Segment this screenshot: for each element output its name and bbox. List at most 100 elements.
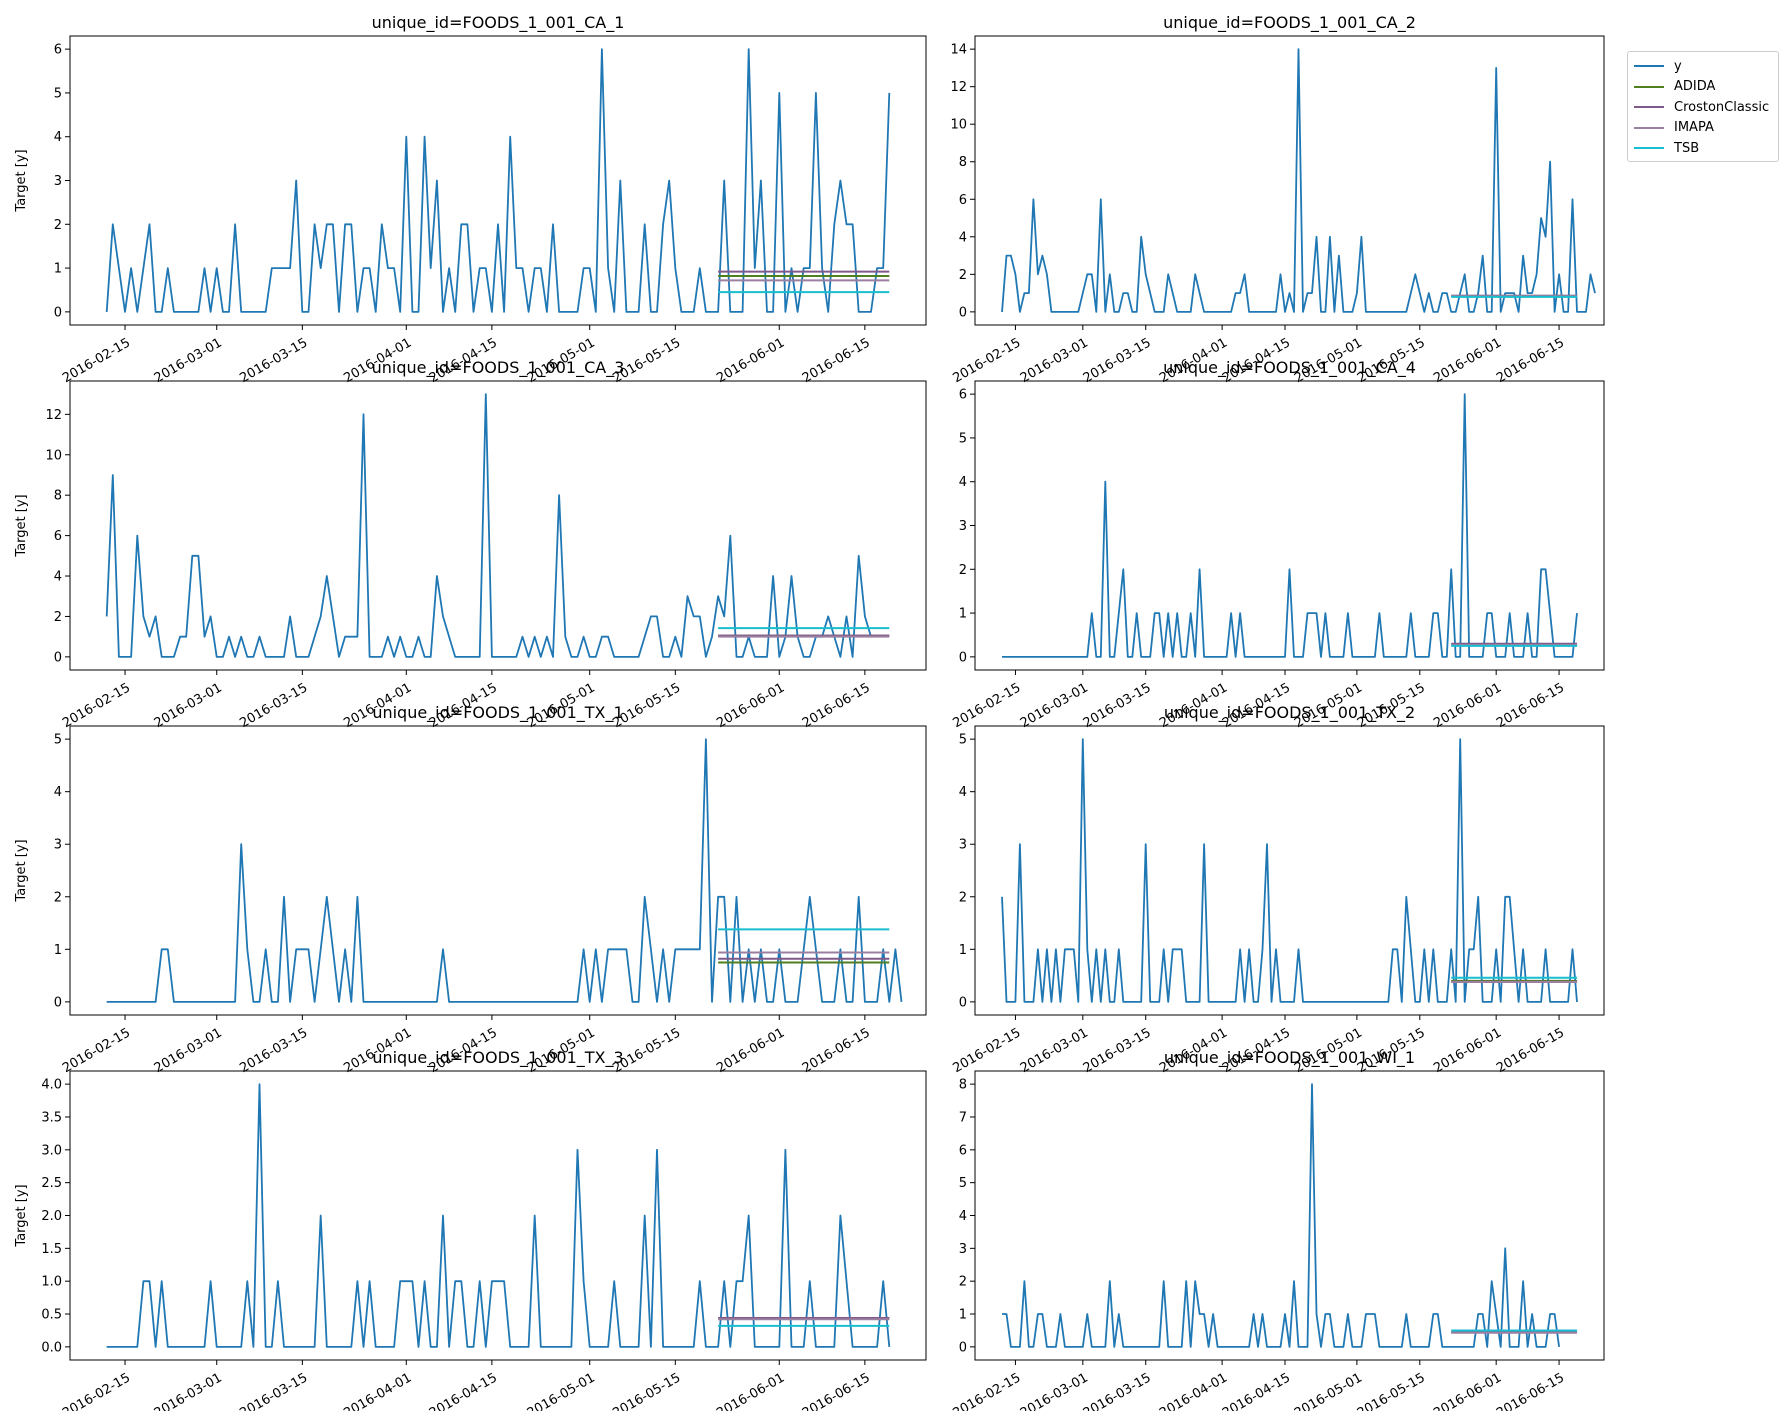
y-tick-label: 6 (54, 529, 62, 544)
subplot: unique_id=FOODS_1_001_TX_3 0.0 0.5 1.0 1.5 2.… (14, 1048, 927, 1411)
axes-frame (69, 725, 927, 1016)
x-tick-label: 2016-06-15 (800, 680, 873, 731)
legend-entry: CrostonClassic (1634, 97, 1772, 118)
x-tick-label: 2016-05-15 (610, 1370, 683, 1411)
x-tick-label: 2016-04-15 (427, 1370, 500, 1411)
subplot-title: unique_id=FOODS_1_001_CA_4 (1163, 358, 1416, 378)
series-y-line (105, 48, 891, 313)
x-tick-label: 2016-02-15 (950, 335, 1023, 386)
x-tick-label: 2016-02-15 (950, 1025, 1023, 1076)
y-tick-label: 1.5 (41, 1242, 62, 1257)
x-tick-label: 2016-04-01 (341, 1370, 414, 1411)
subplot: unique_id=FOODS_1_001_CA_1 0 1 2 3 4 5 6 2016-02… (14, 13, 927, 386)
x-tick-label: 2016-05-01 (525, 1370, 598, 1411)
x-tick-label: 2016-02-15 (60, 1025, 133, 1076)
y-tick-label: 2 (54, 218, 62, 233)
x-tick-label: 2016-05-15 (1355, 1370, 1428, 1411)
x-tick-label: 2016-05-01 (1292, 1370, 1365, 1411)
x-tick-label: 2016-03-01 (152, 680, 225, 731)
x-tick-label: 2016-06-15 (1494, 1370, 1567, 1411)
subplot: unique_id=FOODS_1_001_CA_4 0 1 2 3 4 5 6 2016-02… (950, 358, 1605, 731)
y-tick-label: 4 (54, 130, 62, 145)
y-tick-label: 4 (959, 475, 967, 490)
y-tick-label: 2 (959, 1275, 967, 1290)
y-tick-label: 1 (959, 1308, 967, 1323)
series-y-line (1002, 1083, 1560, 1348)
axes-frame (69, 1070, 927, 1361)
y-tick-label: 6 (959, 1143, 967, 1158)
y-tick-label: 3 (54, 174, 62, 189)
x-tick-label: 2016-06-01 (714, 1025, 787, 1076)
y-axis-label: Target [y] (14, 494, 29, 557)
y-tick-label: 2 (959, 890, 967, 905)
axes-frame (974, 725, 1605, 1016)
legend-label: CrostonClassic (1674, 99, 1770, 115)
y-tick-label: 4 (959, 230, 967, 245)
y-tick-label: 7 (959, 1110, 967, 1125)
y-tick-label: 1 (959, 943, 967, 958)
x-tick-label: 2016-06-15 (1494, 1025, 1567, 1076)
y-tick-label: 0.0 (41, 1340, 62, 1355)
y-tick-label: 3 (54, 838, 62, 853)
y-tick-label: 3.5 (41, 1110, 62, 1125)
y-tick-label: 1 (54, 262, 62, 277)
y-tick-label: 5 (959, 431, 967, 446)
axes-frame (974, 35, 1605, 326)
legend-entry: TSB (1634, 138, 1772, 159)
x-tick-label: 2016-03-01 (152, 335, 225, 386)
x-tick-label: 2016-06-15 (800, 1025, 873, 1076)
y-tick-label: 0 (54, 995, 62, 1010)
y-tick-label: 8 (959, 155, 967, 170)
x-tick-label: 2016-06-01 (1431, 680, 1504, 731)
x-tick-label: 2016-03-01 (1018, 1370, 1091, 1411)
series-y-line (1002, 393, 1578, 658)
x-tick-label: 2016-03-15 (1081, 1370, 1154, 1411)
legend-label: TSB (1674, 140, 1700, 156)
legend-label: ADIDA (1674, 79, 1716, 95)
y-tick-label: 5 (959, 733, 967, 748)
x-tick-label: 2016-02-15 (950, 680, 1023, 731)
x-tick-label: 2016-06-15 (800, 1370, 873, 1411)
x-tick-label: 2016-06-01 (714, 680, 787, 731)
x-tick-label: 2016-03-01 (1018, 680, 1091, 731)
y-tick-label: 0 (959, 995, 967, 1010)
x-tick-label: 2016-02-15 (60, 335, 133, 386)
axes-frame (974, 380, 1605, 671)
subplot-title: unique_id=FOODS_1_001_CA_1 (372, 13, 625, 33)
legend-swatch-croston (1634, 106, 1664, 109)
y-tick-label: 8 (54, 489, 62, 504)
y-tick-label: 2.5 (41, 1176, 62, 1191)
x-tick-label: 2016-03-15 (1081, 1025, 1154, 1076)
y-tick-label: 0 (959, 1340, 967, 1355)
y-tick-label: 4 (959, 1209, 967, 1224)
subplot: unique_id=FOODS_1_001_CA_2 0 2 4 6 8 10 12 14 201… (950, 13, 1605, 386)
legend-swatch-tsb (1634, 147, 1664, 150)
subplot: unique_id=FOODS_1_001_TX_1 0 1 2 3 4 5 2016-02-… (14, 703, 927, 1076)
x-tick-label: 2016-03-15 (237, 680, 310, 731)
y-axis-label: Target [y] (14, 839, 29, 902)
series-y-line (106, 1083, 891, 1348)
y-tick-label: 0.5 (41, 1308, 62, 1323)
x-tick-label: 2016-03-01 (1018, 1025, 1091, 1076)
axes-frame (974, 1070, 1605, 1361)
x-tick-label: 2016-06-15 (800, 335, 873, 386)
series-y-line (106, 738, 903, 1003)
legend: y ADIDA CrostonClassic IMAPA TSB (1627, 51, 1779, 162)
y-tick-label: 1 (959, 607, 967, 622)
x-tick-label: 2016-02-15 (60, 680, 133, 731)
y-tick-label: 4 (959, 785, 967, 800)
y-tick-label: 10 (950, 118, 967, 133)
legend-swatch-adida (1634, 85, 1664, 88)
series-y-line (105, 393, 872, 658)
x-tick-label: 2016-03-01 (152, 1025, 225, 1076)
y-tick-label: 3 (959, 519, 967, 534)
x-tick-label: 2016-06-01 (714, 1370, 787, 1411)
x-tick-label: 2016-04-01 (1157, 1370, 1230, 1411)
y-tick-label: 0 (959, 305, 967, 320)
x-tick-label: 2016-04-15 (1220, 1370, 1293, 1411)
y-tick-label: 2 (959, 268, 967, 283)
x-tick-label: 2016-03-01 (1018, 335, 1091, 386)
x-tick-label: 2016-06-01 (714, 335, 787, 386)
y-tick-label: 12 (45, 408, 62, 423)
